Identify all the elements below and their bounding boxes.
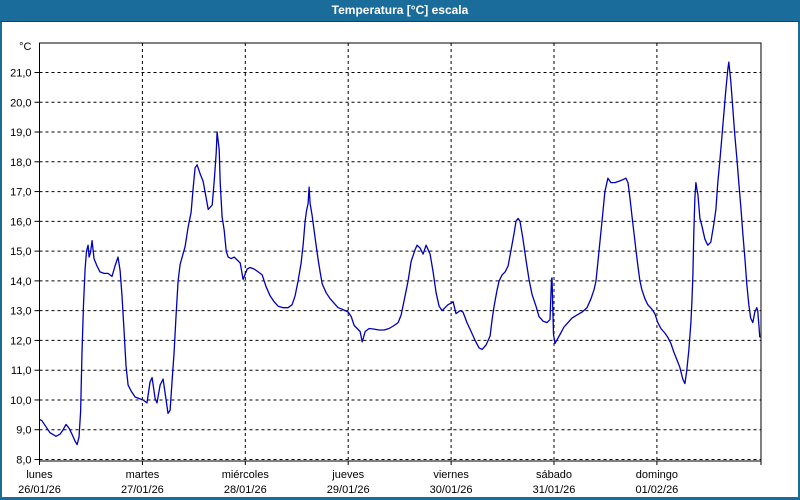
y-tick-label: 18,0 xyxy=(10,157,31,169)
plot-frame xyxy=(39,42,762,462)
y-tick-label: 16,0 xyxy=(10,216,31,228)
window-title: Temperatura [°C] escala xyxy=(331,3,469,17)
x-day-label: sábado xyxy=(536,469,572,481)
gridlines xyxy=(39,43,761,461)
y-tick-label: 9,0 xyxy=(16,425,31,437)
x-date-label: 28/01/26 xyxy=(224,484,267,496)
x-day-label: domingo xyxy=(636,469,678,481)
y-tick-label: 15,0 xyxy=(10,246,31,258)
x-date-label: 30/01/26 xyxy=(430,484,473,496)
window-titlebar: Temperatura [°C] escala xyxy=(0,0,800,22)
y-tick-label: 12,0 xyxy=(10,335,31,347)
temperature-line xyxy=(39,61,761,446)
x-date-label: 29/01/26 xyxy=(327,484,370,496)
y-tick-label: 11,0 xyxy=(11,365,32,377)
x-day-label: miércoles xyxy=(222,469,270,481)
y-axis-unit-label: °C xyxy=(19,41,31,53)
y-tick-label: 20,0 xyxy=(10,97,31,109)
window-border-left xyxy=(0,22,2,500)
y-tick-label: 19,0 xyxy=(10,127,31,139)
x-day-label: martes xyxy=(126,469,160,481)
window-border-right xyxy=(798,22,800,500)
x-date-label: 27/01/26 xyxy=(121,484,164,496)
x-day-label: viernes xyxy=(433,469,469,481)
window-border-bottom xyxy=(0,497,800,500)
y-tick-label: 8,0 xyxy=(16,455,31,467)
y-tick-label: 13,0 xyxy=(10,306,31,318)
x-day-label: jueves xyxy=(331,469,364,481)
axes xyxy=(34,42,762,465)
x-date-label: 31/01/26 xyxy=(533,484,576,496)
y-tick-label: 14,0 xyxy=(10,276,31,288)
y-tick-label: 10,0 xyxy=(10,395,31,407)
y-tick-label: 21,0 xyxy=(10,67,31,79)
x-date-label: 26/01/26 xyxy=(18,484,61,496)
y-tick-label: 17,0 xyxy=(10,187,31,199)
x-day-label: lunes xyxy=(26,469,53,481)
x-axis-labels: lunes 26/01/26 martes 27/01/26 miércoles 28/0… xyxy=(18,469,678,496)
x-date-label: 01/02/26 xyxy=(635,484,678,496)
